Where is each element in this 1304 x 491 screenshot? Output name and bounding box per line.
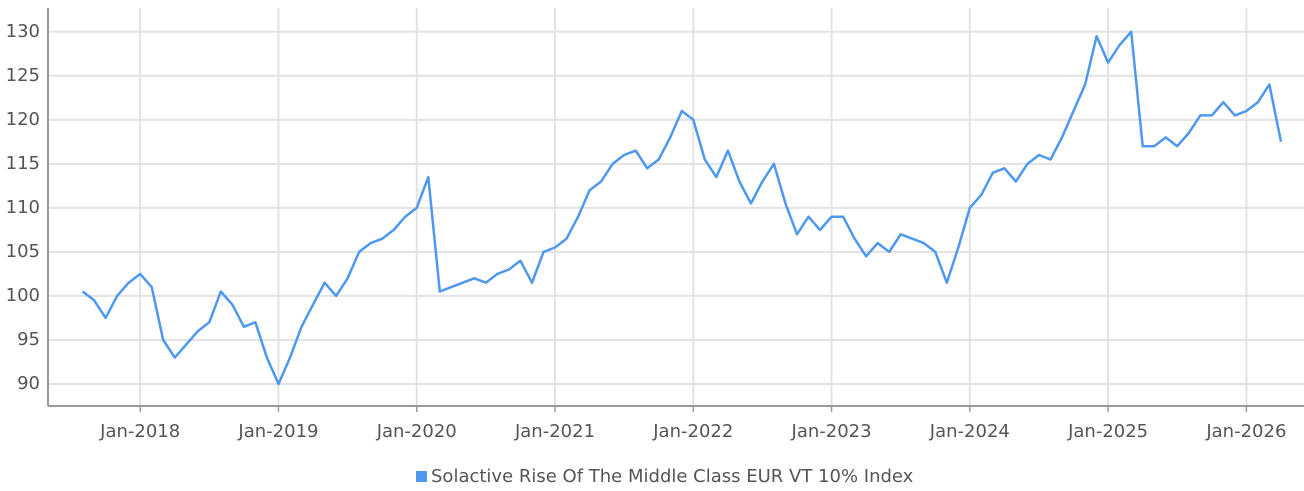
x-tick-label: Jan-2026 (1205, 421, 1286, 442)
data-line (81, 30, 1283, 386)
y-tick-label: 130 (6, 21, 40, 42)
y-tick-label: 115 (6, 153, 40, 174)
y-tick-label: 90 (17, 373, 40, 394)
y-tick-label: 120 (6, 109, 40, 130)
x-tick-label: Jan-2025 (1067, 421, 1148, 442)
x-tick-label: Jan-2022 (652, 421, 733, 442)
x-tick-label: Jan-2018 (99, 421, 180, 442)
y-tick-label: 100 (6, 285, 40, 306)
y-tick-label: 95 (17, 329, 40, 350)
y-tick-label: 125 (6, 65, 40, 86)
x-tick-label: Jan-2019 (237, 421, 318, 442)
x-tick-label: Jan-2024 (929, 421, 1010, 442)
y-tick-label: 105 (6, 241, 40, 262)
y-tick-label: 110 (6, 197, 40, 218)
x-tick-label: Jan-2021 (514, 421, 595, 442)
legend-swatch (416, 471, 427, 482)
x-tick-label: Jan-2020 (376, 421, 457, 442)
legend-label: Solactive Rise Of The Middle Class EUR V… (431, 466, 914, 487)
x-tick-label: Jan-2023 (791, 421, 872, 442)
